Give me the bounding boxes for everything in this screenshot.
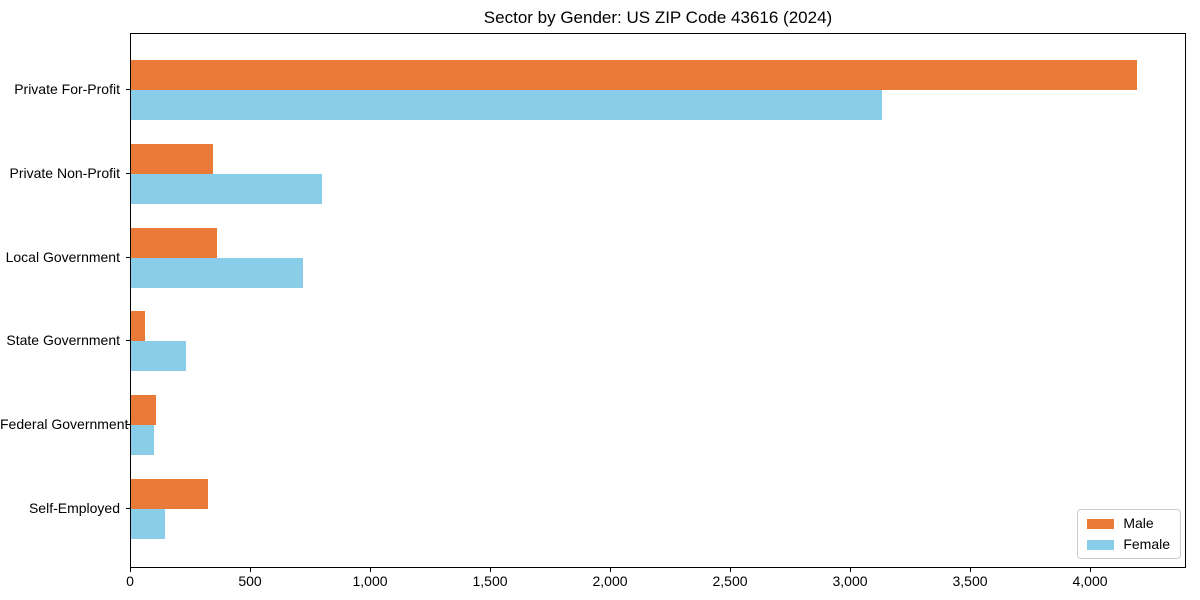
y-tick-mark [126,256,130,258]
x-tick-label-1000: 1,000 [352,573,388,589]
y-tick-mark [126,508,130,509]
legend-entry-male: Male [1087,516,1170,531]
legend-entry-female: Female [1087,537,1170,552]
x-tick-label-1500: 1,500 [472,573,508,589]
bar-female-local-government [131,257,303,288]
bar-female-self-employed [131,509,165,539]
bar-female-private-non-profit [131,173,322,204]
x-tick-label-0: 0 [126,573,134,589]
x-tick-mark [1090,568,1091,572]
y-tick-label-private-for-profit: Private For-Profit [14,81,120,97]
legend-swatch-female [1087,539,1115,550]
x-tick-mark [250,568,251,572]
x-tick-label-2500: 2,500 [712,573,748,589]
x-tick-mark [970,568,971,572]
x-tick-mark [850,568,851,572]
x-tick-mark [370,568,371,572]
x-tick-label-500: 500 [238,573,262,589]
bar-male-state-government [131,311,145,342]
legend-swatch-male [1087,518,1115,529]
bar-male-federal-government [131,395,156,426]
y-tick-label-self-employed: Self-Employed [28,500,120,516]
bar-male-self-employed [131,479,208,509]
bar-male-private-for-profit [131,60,1137,90]
y-tick-mark [126,172,130,174]
bar-male-local-government [131,227,217,258]
bar-female-private-for-profit [131,90,882,120]
x-tick-label-3500: 3,500 [952,573,988,589]
y-tick-label-federal-government: Federal Government [0,416,129,433]
x-tick-mark [610,568,611,572]
legend-label-female: Female [1123,536,1170,552]
y-tick-label-local-government: Local Government [5,248,120,265]
plot-area [130,33,1186,568]
y-tick-mark [126,424,130,426]
x-tick-mark [490,568,491,572]
x-tick-mark [130,568,131,572]
x-tick-mark [730,568,731,572]
bar-female-federal-government [131,425,154,456]
chart-title: Sector by Gender: US ZIP Code 43616 (202… [483,8,833,27]
bar-male-private-non-profit [131,143,213,174]
y-tick-label-state-government: State Government [6,332,120,349]
y-tick-label-private-non-profit: Private Non-Profit [9,164,120,181]
y-tick-mark [126,340,130,342]
x-tick-label-2000: 2,000 [592,573,628,589]
x-tick-label-4000: 4,000 [1072,573,1108,589]
legend: Male Female [1077,509,1181,559]
x-tick-label-3000: 3,000 [832,573,868,589]
bar-female-state-government [131,341,186,372]
legend-label-male: Male [1123,515,1154,531]
y-tick-mark [126,89,130,90]
